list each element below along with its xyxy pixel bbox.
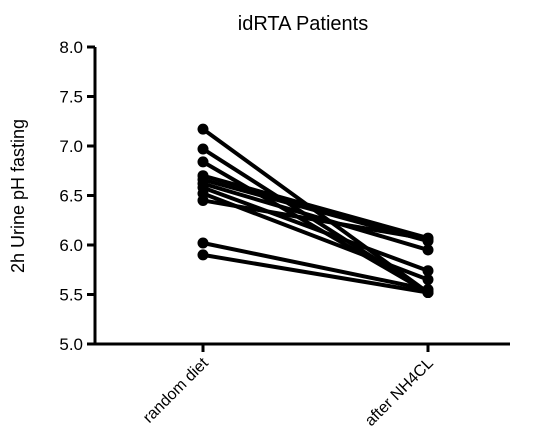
series-line [201,252,430,295]
data-point [422,265,434,277]
data-point [197,194,209,206]
data-points [197,123,434,299]
data-point [422,244,434,256]
axes: 5.0 5.5 6.0 6.5 7.0 7.5 8.0 random diet after NH… [59,38,510,430]
data-point [422,233,434,245]
y-tick-label: 7.0 [59,137,83,156]
series-line [201,241,430,292]
y-tick-label: 6.5 [59,187,83,206]
data-point [197,156,209,168]
chart-title: idRTA Patients [238,13,368,35]
data-point [197,123,209,135]
data-point [197,237,209,249]
x-tick-label: random diet [140,354,212,426]
data-point [197,143,209,155]
y-axis-label: 2h Urine pH fasting [8,119,28,273]
y-tick-label: 7.5 [59,88,83,107]
series-line [201,181,430,252]
y-tick-label: 5.5 [59,286,83,305]
x-tick-label: after NH4CL [362,355,437,430]
y-tick-label: 5.0 [59,335,83,354]
series-line [201,185,430,273]
series-lines [201,127,430,295]
data-point [422,274,434,286]
y-tick-label: 6.0 [59,236,83,255]
data-point [197,249,209,261]
y-tick-label: 8.0 [59,38,83,57]
series-line [201,198,430,242]
data-point [422,287,434,299]
series-line [201,173,430,241]
